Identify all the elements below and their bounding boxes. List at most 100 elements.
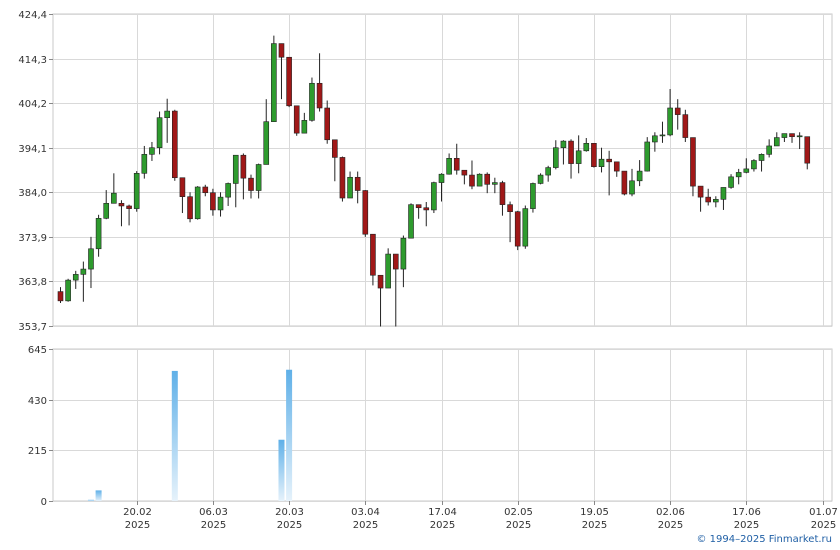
candle-body-down: [392, 253, 399, 270]
candle: [735, 168, 742, 185]
candle-body-down: [339, 157, 346, 199]
candle-body-up: [476, 173, 483, 187]
candle: [492, 177, 498, 194]
candle-body-up: [644, 141, 651, 172]
candle: [522, 205, 529, 249]
candle: [385, 248, 391, 289]
x-tick-label-year: 2025: [277, 520, 302, 531]
candle: [133, 171, 140, 212]
x-tick-label-day: 03.04: [351, 507, 380, 518]
candle-body-up: [781, 133, 788, 138]
candle: [461, 169, 468, 185]
candle: [141, 145, 148, 179]
candle: [217, 192, 224, 217]
candle: [232, 154, 239, 208]
candle: [507, 201, 513, 243]
candle-body-up: [537, 174, 544, 184]
candle: [431, 181, 437, 214]
candle-body-down: [690, 137, 696, 187]
candle: [713, 196, 719, 208]
candle: [545, 165, 551, 182]
candle: [324, 100, 331, 144]
candle: [415, 204, 422, 219]
candle: [583, 138, 590, 152]
candle-body-down: [453, 158, 460, 171]
candle: [598, 147, 605, 173]
candle-body-down: [172, 110, 178, 179]
volume-grid: [52, 348, 833, 502]
candle: [446, 153, 452, 175]
candle: [72, 270, 79, 289]
candle-body-up: [141, 154, 148, 174]
x-tick-label-day: 01.07: [809, 507, 838, 518]
candle: [789, 133, 795, 143]
candle-body-down: [332, 139, 338, 158]
candle-body-up: [103, 203, 110, 219]
candle: [362, 190, 369, 237]
candle-body-up: [636, 170, 643, 182]
candle-body-up: [400, 237, 407, 270]
candle: [202, 184, 209, 197]
candle-body-up: [431, 182, 437, 211]
candle: [469, 160, 475, 190]
candle: [499, 180, 506, 216]
candle-body-up: [88, 248, 94, 270]
candle: [796, 132, 803, 150]
candle-body-down: [621, 170, 628, 195]
candle: [530, 182, 536, 213]
candle-body-up: [149, 147, 155, 155]
candle-body-up: [598, 158, 605, 167]
candle: [301, 112, 308, 134]
candle: [156, 111, 163, 155]
candle: [591, 143, 597, 168]
candle-body-up: [347, 176, 353, 199]
candle-body-down: [293, 105, 300, 134]
price-tick-label: 424,4: [18, 10, 47, 21]
candle-body-down: [118, 203, 125, 207]
candle-body-down: [697, 185, 704, 198]
candle: [568, 139, 574, 179]
x-tick-label-day: 02.05: [504, 507, 533, 518]
candle: [659, 121, 666, 143]
price-tick-label: 414,3: [18, 55, 47, 66]
candle-body-up: [255, 164, 262, 191]
candle-body-up: [72, 274, 79, 281]
candle-body-down: [682, 114, 689, 138]
candle: [255, 163, 262, 199]
volume-bar: [171, 370, 178, 501]
volume-y-axis: 645 430 215 0: [28, 345, 53, 508]
volume-tick-label: 215: [28, 446, 47, 457]
candle: [438, 173, 445, 202]
candle: [453, 143, 460, 175]
x-tick-label-year: 2025: [201, 520, 226, 531]
candle: [316, 53, 323, 112]
price-y-axis: 424,4 414,3 404,2 394,1 384,0 373,9 363,8 353,7: [18, 10, 53, 333]
candle-body-up: [385, 253, 391, 289]
candle: [751, 159, 757, 172]
candle: [423, 201, 430, 227]
candle: [278, 43, 285, 100]
candle: [682, 109, 689, 142]
candle-body-down: [126, 205, 132, 209]
volume-bar: [95, 490, 102, 501]
x-tick-label-year: 2025: [506, 520, 531, 531]
candle-body-up: [773, 137, 780, 147]
price-candles: [57, 35, 811, 327]
candle: [240, 153, 247, 200]
price-tick-label: 394,1: [18, 144, 47, 155]
candle-body-down: [187, 196, 193, 220]
candle-body-down: [202, 186, 209, 194]
candle-body-down: [499, 182, 506, 205]
candle: [674, 99, 681, 130]
candle: [339, 156, 346, 202]
candle: [286, 56, 292, 108]
candle-body-down: [568, 140, 574, 164]
x-tick-label-day: 02.06: [656, 507, 685, 518]
x-tick-label-year: 2025: [582, 520, 607, 531]
candle-body-up: [95, 218, 102, 250]
candle: [484, 172, 491, 194]
candle-body-up: [309, 82, 315, 121]
candle-body-down: [415, 204, 422, 209]
volume-bar: [278, 439, 285, 501]
